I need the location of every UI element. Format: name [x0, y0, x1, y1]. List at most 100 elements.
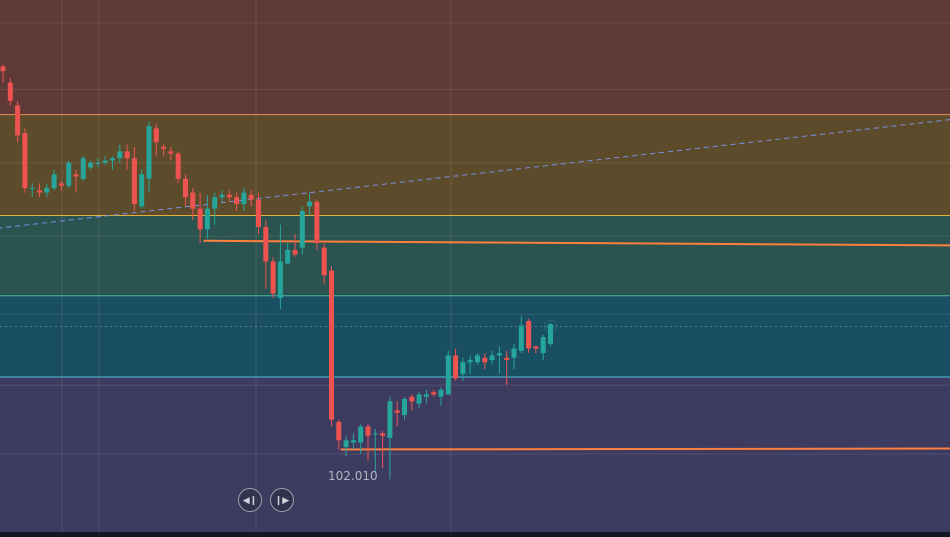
candle: [15, 100, 21, 143]
candle-body: [511, 348, 517, 358]
candle: [321, 243, 327, 285]
candle-body: [307, 201, 313, 207]
candle: [445, 350, 451, 395]
candle: [467, 355, 473, 374]
candle-body: [161, 146, 167, 150]
current-price-marker: [547, 323, 554, 330]
candle-body: [22, 133, 28, 189]
candle: [102, 155, 108, 166]
candle-body: [58, 183, 64, 186]
candle: [88, 160, 94, 170]
low-price-label: 102.010: [328, 469, 378, 483]
candle: [37, 183, 42, 198]
candle-body: [204, 208, 210, 230]
candle: [431, 389, 437, 397]
candle-body: [329, 270, 334, 420]
candle-body: [277, 261, 283, 299]
candle: [350, 433, 356, 450]
candle-body: [321, 247, 327, 276]
candle: [416, 392, 422, 409]
candle: [161, 144, 167, 156]
zone-borders: [0, 114, 950, 378]
candle: [365, 424, 371, 461]
candle-body: [496, 353, 502, 356]
candle: [394, 401, 400, 427]
candle-body: [80, 158, 86, 179]
candle-body: [226, 194, 232, 198]
candle-body: [445, 355, 451, 395]
candle: [22, 128, 28, 193]
candle: [307, 192, 313, 216]
candle-body: [285, 249, 291, 264]
candle: [51, 169, 57, 191]
candle-body: [365, 426, 371, 436]
candle-body: [15, 105, 21, 136]
candle-body: [153, 128, 159, 143]
candle-body: [263, 227, 269, 262]
candle-body: [350, 440, 356, 443]
candle-body: [482, 357, 488, 363]
candle: [482, 353, 488, 370]
zone-band: [0, 376, 950, 532]
candle-body: [131, 158, 137, 205]
candle-body: [372, 433, 378, 435]
candle-body: [102, 160, 108, 163]
candle: [277, 224, 283, 310]
candle: [168, 146, 174, 161]
candle-body: [234, 197, 240, 205]
candle: [226, 190, 232, 202]
candle: [475, 353, 480, 365]
candle: [197, 192, 203, 244]
candle: [518, 316, 524, 354]
candle: [336, 419, 342, 450]
trend-line: [0, 119, 950, 229]
candle-body: [299, 210, 305, 248]
skip-forward-icon: ❙▶: [274, 496, 290, 506]
candle: [73, 169, 79, 193]
candle-body: [7, 82, 13, 101]
candle-body: [387, 401, 393, 438]
candle: [372, 428, 378, 473]
candle: [453, 348, 459, 381]
scroll-to-start-button[interactable]: ◀❙: [238, 488, 262, 512]
candle-body: [431, 392, 437, 395]
zone-band: [0, 295, 950, 377]
candle: [44, 183, 50, 198]
candle: [438, 387, 444, 406]
candle: [496, 346, 502, 374]
candle: [387, 396, 393, 480]
candle-body: [533, 346, 539, 349]
candle: [504, 350, 510, 386]
scroll-to-end-button[interactable]: ❙▶: [270, 488, 294, 512]
candle: [66, 160, 72, 189]
candle-body: [124, 151, 130, 159]
candle: [110, 155, 115, 170]
candle: [139, 169, 145, 209]
candle: [285, 243, 291, 264]
candle: [380, 431, 386, 468]
candle: [248, 190, 254, 207]
candle-body: [168, 151, 174, 154]
candle-body: [292, 249, 298, 255]
candle: [533, 346, 539, 354]
candle: [146, 121, 152, 193]
candle: [241, 188, 247, 211]
candle-body: [95, 162, 101, 164]
candle-body: [467, 360, 473, 363]
zone-band: [0, 215, 950, 296]
candle: [7, 77, 13, 106]
candle-body: [380, 433, 386, 436]
candle-body: [219, 194, 225, 198]
candle: [270, 256, 276, 299]
candle-body: [548, 327, 553, 344]
candle: [219, 190, 225, 202]
candle-body: [336, 421, 342, 441]
candle: [124, 144, 130, 170]
candle-body: [423, 394, 429, 397]
candle: [358, 424, 364, 455]
candle-body: [146, 126, 152, 179]
support-line: [203, 239, 950, 247]
